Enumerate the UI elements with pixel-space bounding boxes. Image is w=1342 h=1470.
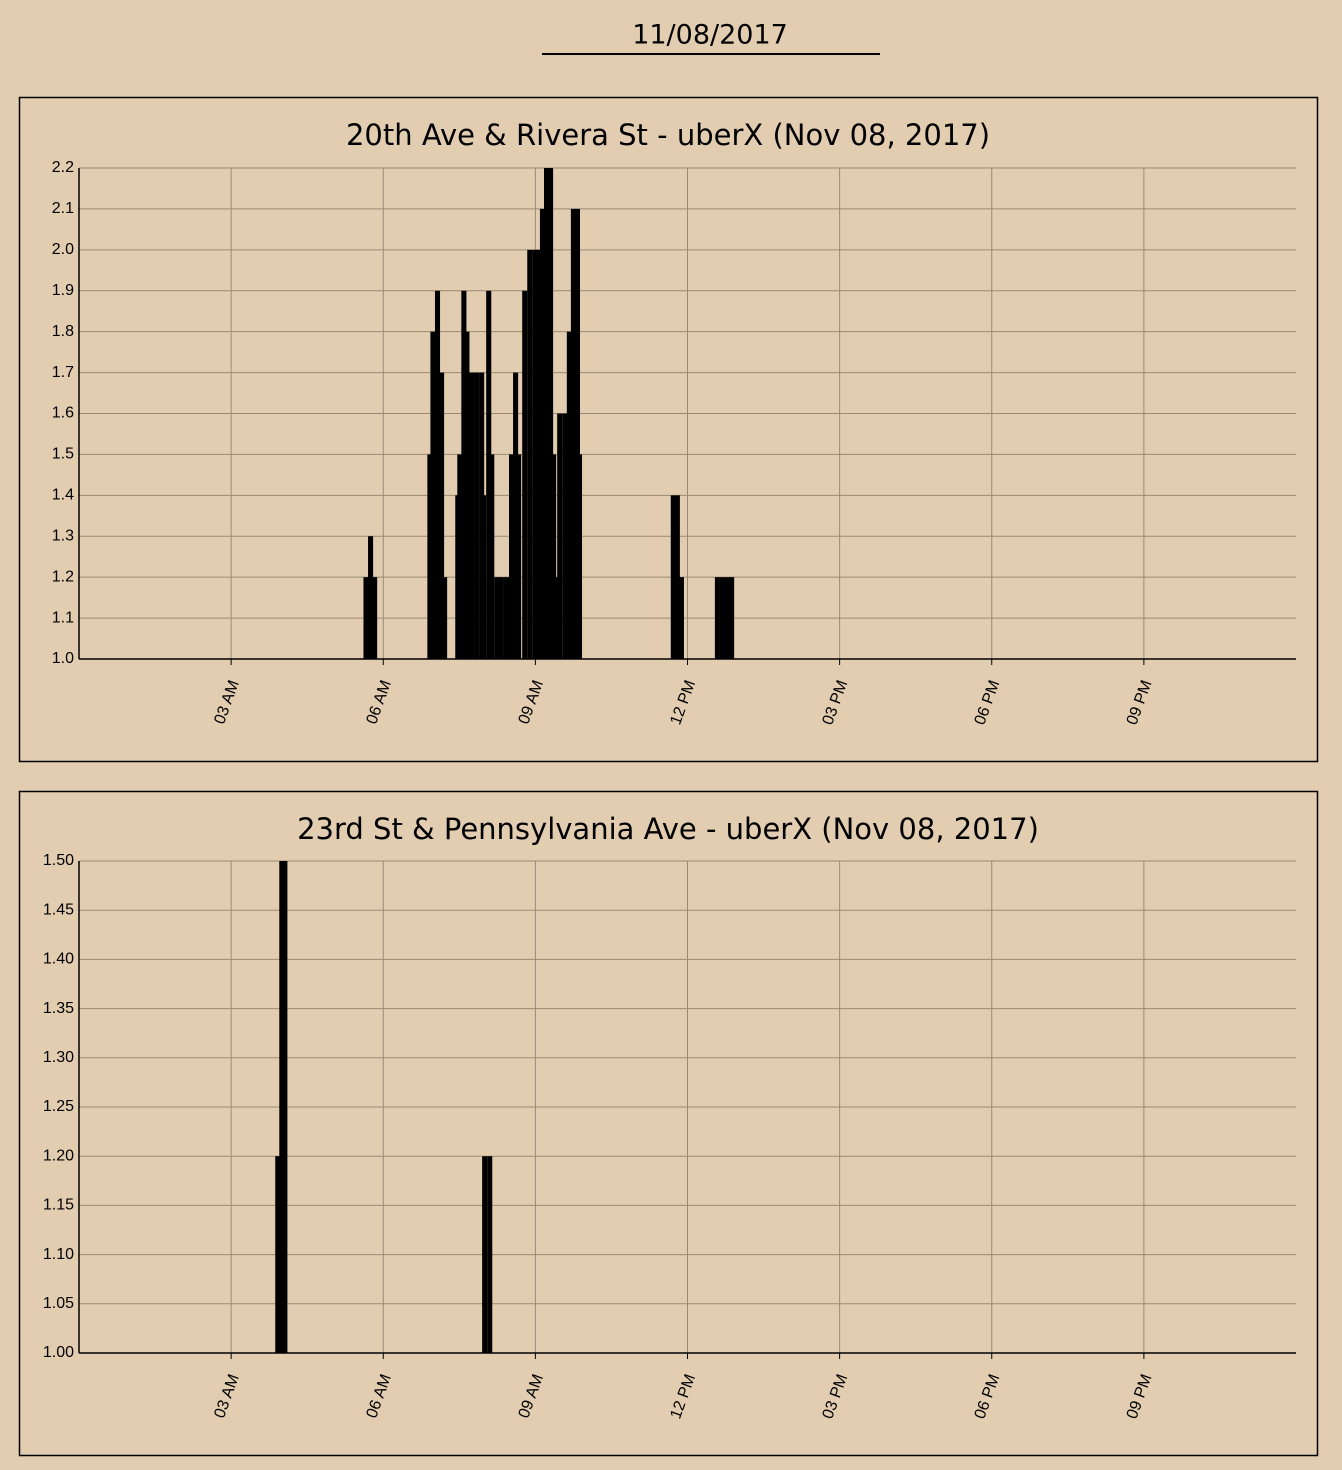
- x-tick-label: 03 AM: [211, 678, 243, 726]
- bar: [442, 577, 448, 659]
- chart-title: 23rd St & Pennsylvania Ave - uberX (Nov …: [297, 812, 1039, 846]
- x-tick-label: 06 AM: [363, 1372, 395, 1420]
- bar: [498, 577, 504, 659]
- bar: [363, 577, 369, 659]
- y-tick-label: 1.3: [52, 527, 74, 544]
- bar: [543, 168, 550, 659]
- y-tick-label: 1.30: [43, 1049, 74, 1066]
- x-tick-label: 09 PM: [1124, 1372, 1156, 1421]
- x-tick-label: 06 AM: [363, 678, 395, 726]
- bar: [527, 249, 533, 660]
- bar: [674, 495, 680, 659]
- x-tick-label: 12 PM: [667, 678, 699, 727]
- bar: [489, 454, 495, 659]
- panel: [18, 790, 1319, 1457]
- y-tick-label: 1.15: [43, 1197, 74, 1214]
- x-tick-label: 06 PM: [972, 678, 1004, 727]
- bar: [275, 1156, 281, 1353]
- bar: [487, 1156, 493, 1353]
- y-tick-label: 1.40: [43, 951, 74, 968]
- y-tick-label: 2.1: [52, 200, 74, 217]
- y-tick-label: 1.00: [43, 1344, 74, 1361]
- bar: [368, 536, 374, 659]
- bar: [566, 331, 572, 659]
- x-tick-label: 09 PM: [1124, 678, 1156, 727]
- bar: [532, 249, 538, 660]
- x-tick-label: 09 AM: [516, 678, 548, 726]
- bar: [714, 577, 720, 659]
- x-tick-label: 03 PM: [820, 1372, 852, 1421]
- y-tick-label: 1.25: [43, 1098, 74, 1115]
- bar: [557, 413, 563, 659]
- bar: [551, 454, 557, 659]
- bar: [282, 861, 288, 1353]
- bar: [464, 331, 470, 659]
- bar: [516, 454, 522, 659]
- y-tick-label: 1.4: [52, 487, 74, 504]
- bar: [562, 413, 568, 659]
- bar: [457, 454, 463, 659]
- bar: [461, 290, 467, 659]
- bar: [509, 454, 515, 659]
- x-tick-label: 06 PM: [972, 1372, 1004, 1421]
- bar: [503, 577, 510, 659]
- y-tick-label: 1.50: [43, 852, 74, 869]
- y-tick-label: 1.6: [52, 405, 74, 422]
- y-tick-label: 1.7: [52, 364, 74, 381]
- bar: [372, 577, 378, 659]
- bar: [539, 208, 546, 659]
- x-tick-label: 09 AM: [516, 1372, 548, 1420]
- y-tick-label: 1.9: [52, 282, 74, 299]
- bar: [570, 208, 576, 659]
- bar: [486, 290, 492, 659]
- bar: [279, 861, 285, 1353]
- x-tick-label: 12 PM: [667, 1372, 699, 1421]
- bar: [548, 168, 554, 659]
- y-tick-label: 1.10: [43, 1246, 74, 1263]
- bar: [729, 577, 735, 659]
- x-tick-label: 03 PM: [820, 678, 852, 727]
- y-tick-label: 1.20: [43, 1147, 74, 1164]
- bar: [522, 290, 528, 659]
- x-tick-label: 03 AM: [211, 1372, 243, 1420]
- bar: [678, 577, 684, 659]
- chart-title: 20th Ave & Rivera St - uberX (Nov 08, 20…: [346, 118, 990, 152]
- bar: [481, 495, 487, 659]
- date-input[interactable]: 11/08/2017: [632, 20, 788, 51]
- bar: [670, 495, 676, 659]
- y-tick-label: 1.45: [43, 901, 74, 918]
- y-tick-label: 1.35: [43, 1000, 74, 1017]
- y-tick-label: 1.2: [52, 568, 74, 585]
- bar: [434, 290, 441, 659]
- bar: [474, 372, 480, 659]
- bar: [574, 208, 580, 659]
- bar: [719, 577, 726, 659]
- y-tick-label: 1.0: [52, 650, 74, 667]
- bar: [430, 331, 436, 659]
- bar: [468, 372, 475, 659]
- panel: [18, 96, 1319, 763]
- bar: [725, 577, 731, 659]
- bar: [427, 454, 433, 659]
- y-tick-label: 2.0: [52, 241, 74, 258]
- y-tick-label: 1.1: [52, 609, 74, 626]
- bar: [576, 454, 583, 659]
- bar: [536, 249, 542, 660]
- bar: [439, 372, 445, 659]
- bar: [553, 577, 559, 659]
- y-tick-label: 2.2: [52, 159, 74, 176]
- bar: [482, 1156, 488, 1353]
- bar: [494, 577, 500, 659]
- bar: [513, 372, 519, 659]
- y-tick-label: 1.05: [43, 1295, 74, 1312]
- y-tick-label: 1.8: [52, 323, 74, 340]
- y-tick-label: 1.5: [52, 446, 74, 463]
